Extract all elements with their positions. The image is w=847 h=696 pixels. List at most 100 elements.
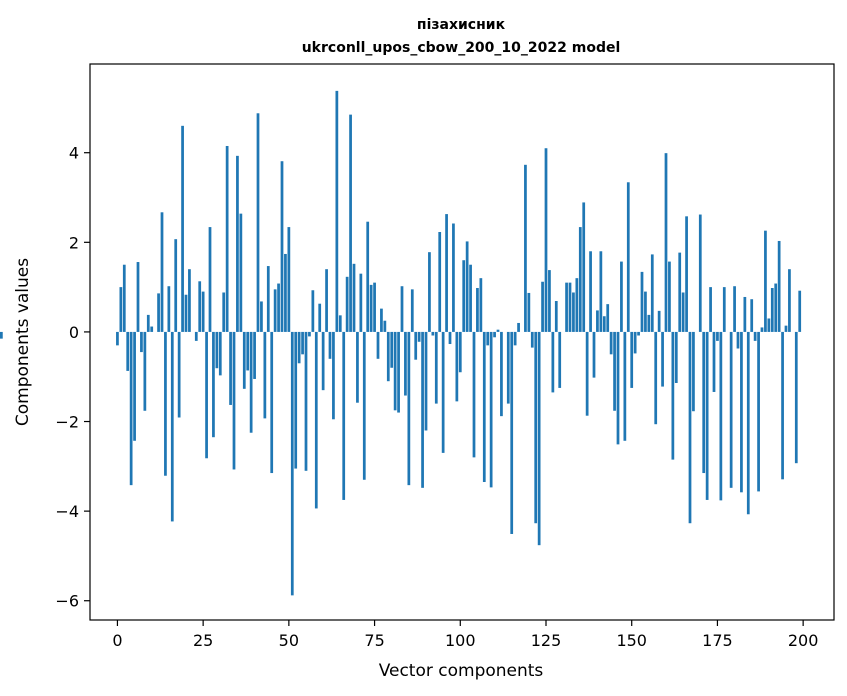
- bar: [356, 331, 359, 403]
- chart-title-line2: ukrconll_upos_cbow_200_10_2022 model: [302, 40, 621, 56]
- bar: [270, 331, 274, 474]
- bar: [482, 331, 486, 483]
- bar: [181, 125, 184, 332]
- bar: [462, 260, 466, 332]
- bar: [575, 278, 579, 332]
- bar: [318, 303, 322, 332]
- bar: [496, 329, 500, 332]
- bar: [606, 304, 610, 332]
- y-tick-label: 4: [69, 144, 79, 163]
- axes-group: 0 25 50 75 100 125 150 175 200 −6 −4 −2 0 2 4: [55, 63, 835, 650]
- bar: [578, 227, 582, 332]
- bar: [287, 227, 291, 332]
- bar: [736, 331, 740, 349]
- bar: [332, 331, 335, 420]
- bar: [222, 292, 226, 332]
- bar: [301, 331, 304, 355]
- bar: [349, 114, 352, 332]
- bar: [678, 252, 682, 332]
- bar: [225, 145, 229, 332]
- bar: [544, 148, 548, 332]
- bar: [122, 264, 126, 332]
- bar: [517, 322, 520, 332]
- bar: [126, 331, 130, 371]
- bar: [140, 331, 143, 353]
- y-tick-label: −4: [55, 502, 79, 521]
- bar: [698, 214, 702, 332]
- bar: [249, 331, 253, 433]
- bar: [438, 232, 442, 332]
- bar: [767, 318, 771, 332]
- bar: [280, 161, 284, 332]
- bar: [417, 331, 421, 342]
- bar: [215, 331, 219, 369]
- bar: [596, 310, 599, 332]
- bar: [253, 331, 256, 379]
- bar: [733, 286, 736, 332]
- bar: [414, 331, 418, 360]
- bar: [554, 301, 558, 332]
- bar: [661, 331, 664, 387]
- bar: [143, 331, 147, 411]
- bar: [568, 282, 572, 332]
- bar: [626, 182, 630, 332]
- bar: [167, 286, 171, 332]
- bar: [592, 331, 596, 378]
- bar: [705, 331, 709, 500]
- bar: [613, 331, 616, 411]
- bar: [424, 331, 428, 431]
- x-tick-label: 175: [702, 631, 733, 650]
- bar: [623, 331, 627, 441]
- bar: [297, 331, 301, 364]
- bar: [479, 278, 483, 332]
- bar: [784, 325, 788, 332]
- bar: [476, 288, 479, 332]
- bar: [647, 314, 651, 332]
- x-tick-label: 25: [193, 631, 213, 650]
- bar: [129, 331, 133, 486]
- bar: [246, 331, 250, 371]
- bar: [551, 331, 555, 393]
- chart-title-line1: пізахисник: [417, 17, 506, 33]
- bar: [534, 331, 538, 524]
- y-tick-label: −2: [55, 413, 79, 432]
- bar: [157, 293, 160, 332]
- bar: [746, 331, 750, 515]
- bar: [170, 331, 174, 522]
- bar: [716, 331, 719, 341]
- bar: [445, 214, 448, 332]
- bar: [609, 331, 613, 355]
- bar: [404, 331, 407, 396]
- bar: [397, 331, 400, 413]
- bar: [527, 292, 531, 332]
- bar: [486, 331, 490, 346]
- bar: [431, 331, 435, 336]
- bar: [119, 287, 123, 332]
- bar: [273, 289, 277, 332]
- bars-group: [0, 90, 802, 596]
- bar: [308, 331, 311, 337]
- bar: [640, 271, 644, 332]
- bar: [133, 331, 136, 441]
- bar: [342, 331, 346, 500]
- x-tick-label: 100: [445, 631, 476, 650]
- bar: [116, 331, 119, 346]
- bar: [469, 264, 472, 332]
- bar: [369, 284, 373, 332]
- bar: [674, 331, 678, 383]
- bar: [263, 331, 267, 419]
- bar: [335, 90, 339, 332]
- bar: [359, 273, 363, 332]
- bar: [500, 331, 503, 417]
- bar: [294, 331, 298, 469]
- bar: [321, 331, 325, 391]
- x-tick-label: 150: [616, 631, 647, 650]
- bar: [753, 331, 757, 341]
- bar: [218, 331, 222, 376]
- bar: [650, 254, 654, 332]
- bar: [428, 252, 431, 332]
- bar: [513, 331, 517, 346]
- bar: [620, 261, 623, 332]
- bar: [146, 314, 150, 332]
